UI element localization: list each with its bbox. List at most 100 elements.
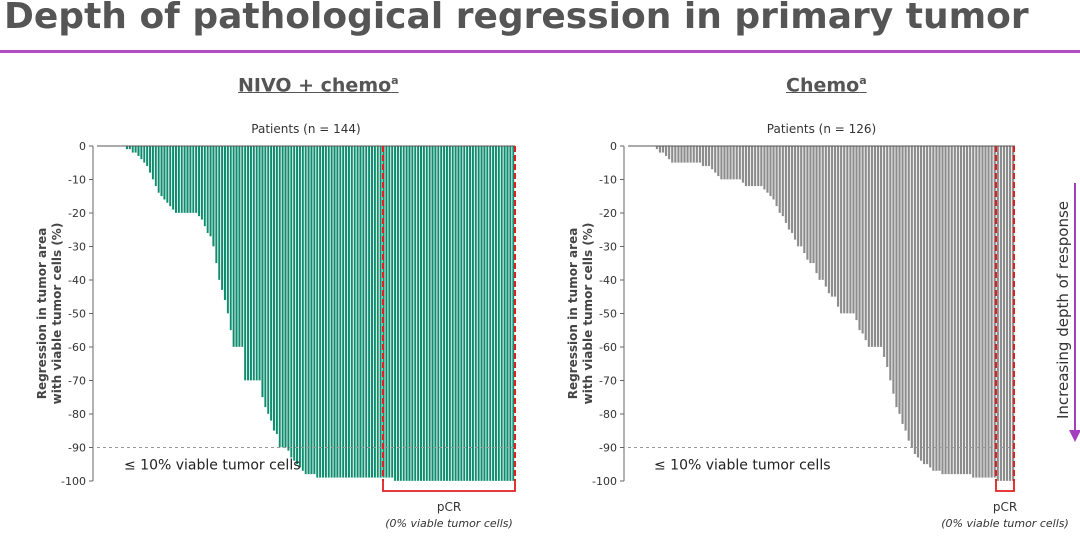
chart-subtitle: Patients (n = 126) [767, 122, 876, 136]
bar [971, 145, 975, 478]
bar [812, 145, 815, 264]
bar [442, 145, 446, 482]
bar [431, 145, 434, 482]
bar [867, 145, 871, 348]
bar [324, 145, 328, 478]
panel-title-chemo-sup: a [859, 74, 867, 87]
bar [310, 145, 313, 475]
threshold-label: ≤ 10% viable tumor cells [124, 458, 301, 474]
bar [888, 145, 892, 381]
bar [735, 145, 739, 180]
bar [194, 145, 198, 214]
bar [477, 145, 480, 482]
bar [895, 145, 898, 408]
bar [145, 145, 149, 167]
bar [855, 145, 858, 321]
bar [191, 145, 195, 214]
bar [726, 145, 729, 180]
bar [304, 145, 307, 475]
bar [959, 145, 963, 475]
bar [327, 145, 331, 478]
bar [333, 145, 336, 478]
bar [858, 145, 861, 331]
bar [692, 145, 696, 163]
bar [362, 145, 365, 478]
bar [454, 145, 457, 482]
bar [177, 145, 181, 214]
bar [824, 145, 828, 287]
bar [713, 145, 717, 173]
bar [977, 145, 981, 478]
y-tick-label: -100 [592, 475, 617, 488]
bar [1005, 145, 1009, 482]
bar [769, 145, 772, 197]
bar [680, 145, 683, 163]
bar [275, 145, 279, 435]
bar [707, 145, 711, 167]
bar [990, 145, 994, 478]
y-tick-label: 0 [79, 140, 86, 153]
bar [999, 145, 1003, 482]
bar [295, 145, 299, 465]
bar [756, 145, 760, 187]
bar [759, 145, 763, 187]
bar [670, 145, 674, 163]
bar [796, 145, 800, 247]
bar [778, 145, 782, 214]
y-tick-label: 0 [610, 140, 617, 153]
y-tick-label: -40 [68, 274, 86, 287]
bar [683, 145, 686, 163]
bar [833, 145, 837, 297]
bar [864, 145, 868, 341]
bar [393, 145, 397, 482]
bar [793, 145, 797, 240]
bar [416, 145, 420, 482]
bar [399, 145, 403, 482]
bar [125, 145, 129, 150]
bar [347, 145, 351, 478]
bar [787, 145, 791, 230]
bar [904, 145, 908, 431]
bar [261, 145, 264, 398]
bar [1008, 145, 1012, 482]
y-tick-label: -70 [599, 375, 617, 388]
bar [437, 145, 440, 482]
bar [916, 145, 920, 458]
bar [873, 145, 877, 348]
bar [134, 145, 137, 153]
depth-arrow-label: Increasing depth of response [1054, 201, 1072, 419]
bar [189, 145, 192, 214]
bar [160, 145, 163, 197]
bar [330, 145, 333, 478]
bar [925, 145, 929, 465]
y-tick-label: -80 [68, 408, 86, 421]
bar [422, 145, 426, 482]
bar [836, 145, 840, 307]
bar [217, 145, 221, 281]
bar [661, 145, 665, 153]
bar [750, 145, 754, 187]
bar [723, 145, 726, 180]
page-title: Depth of pathological regression in prim… [4, 0, 1029, 37]
bar [950, 145, 954, 475]
bar [209, 145, 212, 237]
bar [762, 145, 766, 190]
bar [931, 145, 935, 472]
bar [166, 145, 169, 204]
bar [655, 145, 659, 150]
bar [462, 145, 466, 482]
bar [232, 145, 235, 348]
bar [272, 145, 276, 431]
bar [425, 145, 429, 482]
bar [934, 145, 938, 472]
bar [738, 145, 742, 180]
bar [848, 145, 852, 314]
bar [408, 145, 411, 482]
bar [818, 145, 822, 281]
bar [292, 145, 296, 462]
bar [928, 145, 932, 468]
bar [370, 145, 374, 478]
bar [695, 145, 699, 163]
bar [385, 145, 388, 478]
panel-title-chemo-text: Chemo [786, 74, 860, 97]
